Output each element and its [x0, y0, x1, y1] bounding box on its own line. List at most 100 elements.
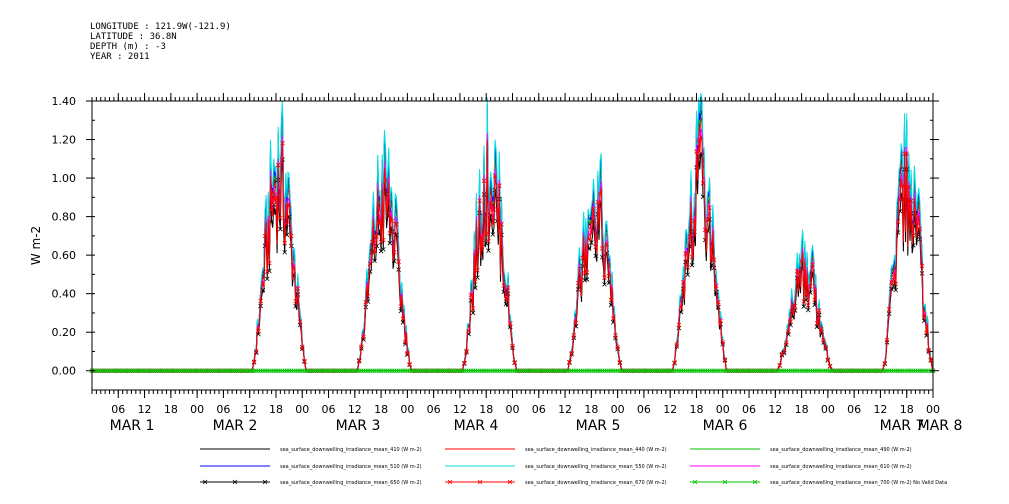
legend-marker [202, 479, 208, 485]
series-marker [479, 235, 485, 240]
metadata-header: LONGITUDE : 121.9W(-121.9) LATITUDE : 36… [90, 22, 231, 62]
series-marker [904, 151, 910, 156]
x-day-label: MAR 3 [336, 418, 381, 434]
series-marker [593, 244, 599, 250]
longitude-text: LONGITUDE : 121.9W(-121.9) [90, 22, 231, 32]
series-marker [475, 275, 480, 280]
series-marker [602, 275, 607, 280]
series-marker [262, 233, 268, 239]
series-marker [267, 260, 272, 266]
series-marker [589, 230, 594, 235]
series-marker [681, 280, 686, 285]
series-marker [391, 250, 397, 255]
series-marker [466, 328, 471, 334]
series-marker [278, 215, 283, 221]
series-marker [286, 202, 292, 208]
x-tick-label: 12 [138, 403, 152, 416]
series-marker [586, 236, 592, 242]
series-marker [613, 333, 618, 338]
legend-marker [507, 479, 513, 485]
series-marker [497, 183, 502, 188]
series-marker [584, 270, 590, 275]
legend-marker [752, 479, 758, 485]
series-marker [578, 277, 583, 282]
x-tick-label: 12 [348, 403, 362, 416]
series-marker [381, 247, 386, 252]
y-tick-label: 1.20 [52, 134, 77, 147]
x-tick-label: 00 [506, 403, 520, 416]
x-tick-label: 00 [611, 403, 625, 416]
series-marker [805, 307, 811, 313]
series-marker [405, 351, 410, 356]
series-marker [470, 310, 476, 316]
series-marker [884, 337, 890, 343]
series-marker [895, 219, 901, 224]
series-marker [299, 344, 305, 350]
series-marker [394, 222, 399, 227]
series-marker [698, 134, 704, 139]
x-tick-label: 06 [216, 403, 230, 416]
legend-marker [232, 479, 238, 485]
series-marker [481, 178, 487, 184]
series-marker [917, 226, 923, 232]
series-marker [889, 280, 894, 285]
series-marker [827, 363, 833, 369]
x-tick-label: 12 [453, 403, 467, 416]
series-marker [477, 198, 482, 203]
series-marker [372, 258, 377, 264]
series-marker [389, 218, 395, 224]
series-marker [812, 297, 818, 303]
series-marker [913, 212, 918, 218]
series-line [92, 117, 934, 372]
series-marker [685, 272, 690, 278]
x-tick-label: 12 [663, 403, 677, 416]
series-marker [381, 237, 386, 243]
series-line [92, 109, 934, 372]
legend-marker [447, 479, 453, 485]
series-marker [385, 201, 390, 206]
series-marker [490, 232, 496, 237]
series-marker [589, 240, 594, 245]
series-lines [89, 92, 936, 374]
series-marker [786, 329, 791, 334]
series-marker [407, 362, 412, 367]
series-marker [689, 262, 695, 268]
series-marker [610, 316, 616, 321]
series-marker [486, 238, 491, 244]
series-marker [486, 248, 491, 253]
series-marker [602, 282, 607, 287]
series-line [92, 104, 934, 372]
x-tick-label: 00 [295, 403, 309, 416]
latitude-text: LATITUDE : 36.8N [90, 32, 177, 42]
series-marker [251, 359, 257, 364]
series-marker [606, 273, 612, 279]
x-tick-label: 06 [322, 403, 336, 416]
x-tick-label: 18 [479, 403, 493, 416]
series-marker [501, 283, 507, 288]
series-marker [678, 305, 684, 310]
series-marker [503, 296, 509, 302]
series-marker [921, 314, 927, 320]
y-tick-label: 0.20 [52, 326, 77, 339]
series-marker [700, 180, 706, 186]
series-marker [567, 359, 572, 365]
series-marker [282, 240, 288, 246]
series-marker [900, 183, 905, 189]
series-marker [400, 316, 406, 321]
x-tick-label: 12 [558, 403, 572, 416]
series-marker [783, 340, 789, 346]
series-marker [472, 279, 478, 284]
series-marker [893, 281, 899, 287]
series-marker [713, 283, 719, 289]
series-marker [383, 177, 388, 183]
series-marker [359, 344, 364, 350]
series-line [92, 92, 934, 372]
series-marker [810, 262, 815, 267]
series-marker [705, 217, 710, 223]
legend-label: sea_surface_downwelling_irradiance_mean_… [280, 447, 422, 453]
series-marker [801, 299, 807, 304]
series-marker [402, 339, 408, 345]
legend-label: sea_surface_downwelling_irradiance_mean_… [280, 464, 422, 470]
series-marker [911, 233, 916, 238]
